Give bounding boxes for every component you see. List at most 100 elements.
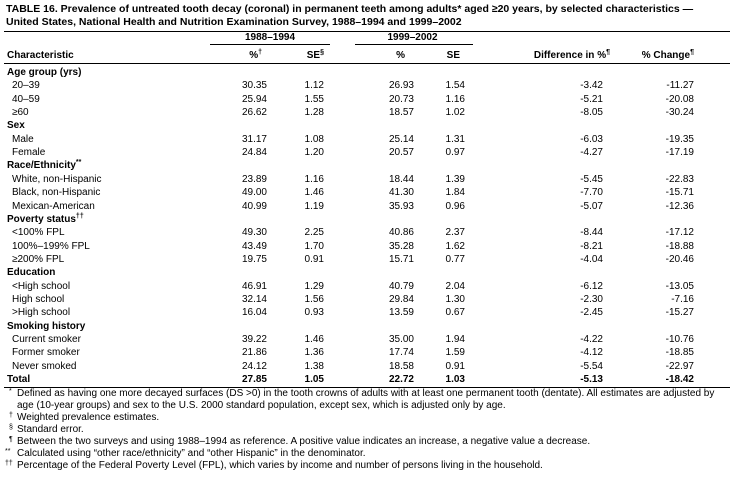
cell: 19.75: [241, 253, 267, 265]
cell: -20.08: [665, 93, 694, 105]
cell: 35.00: [388, 334, 414, 345]
cell: 2.04: [445, 280, 465, 292]
header-label: SE: [446, 50, 460, 61]
footnote-mark: **: [5, 448, 11, 456]
cell: -4.12: [580, 347, 603, 359]
cell: -2.45: [580, 307, 603, 319]
cell: -8.21: [580, 240, 603, 252]
row-label: Male: [12, 133, 34, 145]
column-header: SE§: [307, 49, 324, 62]
cell: 49.30: [241, 227, 267, 239]
cell: 46.91: [241, 280, 267, 292]
cell: 1.08: [304, 133, 324, 145]
footnote-mark: †: [258, 49, 262, 56]
cell: 18.57: [388, 107, 414, 119]
cell: -5.54: [580, 360, 603, 372]
group-name: Smoking history: [7, 320, 86, 332]
cell: 43.49: [241, 240, 267, 252]
cell: 1.02: [445, 107, 465, 119]
cell: -3.42: [580, 80, 603, 92]
cell: 18.44: [388, 173, 414, 185]
rule: [4, 386, 730, 388]
cell: 35.93: [388, 200, 414, 212]
cell: 0.91: [304, 253, 324, 265]
cell: 1.59: [445, 347, 465, 359]
cell: 25.14: [388, 133, 414, 145]
group-header: Age group (yrs): [7, 67, 81, 79]
column-header: %: [396, 50, 405, 62]
footnote-mark: **: [75, 159, 82, 167]
cell: -13.05: [665, 280, 694, 292]
cell: -6.03: [580, 133, 603, 145]
footnote-mark: ¶: [690, 49, 694, 56]
cell: 41.30: [388, 187, 414, 199]
cell: 1.03: [445, 374, 465, 386]
cell: 26.62: [241, 107, 267, 119]
cell: 1.30: [445, 293, 465, 305]
cell: 24.12: [241, 360, 267, 372]
header-label: Difference in %: [533, 50, 607, 61]
cell: 0.97: [445, 147, 465, 159]
footnote-mark: *: [9, 388, 12, 396]
cell: 0.96: [445, 200, 465, 212]
group-name: Education: [7, 267, 56, 279]
row-label: ≥200% FPL: [12, 253, 65, 265]
cell: 17.74: [388, 347, 414, 359]
cell: -5.07: [580, 200, 603, 212]
cell: 1.55: [304, 93, 324, 105]
column-header: % Change¶: [642, 49, 694, 62]
footnote-mark: §: [9, 424, 13, 432]
cell: -11.27: [666, 80, 694, 92]
cell: 26.93: [388, 80, 414, 92]
footnote: Weighted prevalence estimates.: [17, 412, 160, 424]
row-label: White, non-Hispanic: [12, 173, 102, 185]
cell: 0.91: [445, 360, 465, 372]
cell: -7.70: [580, 187, 603, 199]
cell: 23.89: [241, 173, 267, 185]
row-label: Female: [12, 147, 46, 159]
footnote: Between the two surveys and using 1988–1…: [17, 436, 591, 448]
row-label: <100% FPL: [12, 227, 65, 239]
cell: -30.24: [665, 107, 694, 119]
footnote: Percentage of the Federal Poverty Level …: [17, 460, 543, 472]
table-title: TABLE 16. Prevalence of untreated tooth …: [6, 3, 694, 28]
row-label: 40–59: [12, 93, 40, 105]
rule: [210, 44, 330, 45]
cell: 1.16: [304, 173, 324, 185]
cell: 40.99: [241, 200, 267, 212]
cell: -10.76: [665, 334, 694, 345]
row-label: ≥60: [12, 107, 29, 119]
row-label: Current smoker: [12, 334, 81, 345]
cell: 1.31: [445, 133, 465, 145]
cell: -5.21: [580, 93, 603, 105]
cell: 30.35: [241, 80, 267, 92]
cell: -8.44: [580, 227, 603, 239]
group-name: Poverty status: [7, 213, 76, 225]
cell: -18.88: [665, 240, 694, 252]
cell: 25.94: [241, 93, 267, 105]
column-header: SE: [447, 50, 460, 62]
footnote-mark: §: [320, 49, 324, 56]
cell: 1.16: [445, 93, 465, 105]
row-label: 20–39: [12, 80, 40, 92]
cell: 40.79: [388, 280, 414, 292]
cell: 1.62: [445, 240, 465, 252]
footnote: Standard error.: [17, 424, 84, 436]
cell: -19.35: [665, 133, 694, 145]
cell: 49.00: [241, 187, 267, 199]
cell: 29.84: [388, 293, 414, 305]
cell: 22.72: [388, 374, 414, 386]
cell: -6.12: [580, 280, 603, 292]
cell: 1.84: [445, 187, 465, 199]
cell: -4.27: [580, 147, 603, 159]
footnote-mark: ††: [5, 460, 13, 468]
column-header: Characteristic: [7, 50, 74, 61]
cell: 35.28: [388, 240, 414, 252]
cell: 1.05: [304, 374, 324, 386]
cell: -17.19: [665, 147, 694, 159]
cell: -4.22: [580, 334, 603, 345]
cell: 1.94: [445, 334, 465, 345]
row-label: Never smoked: [12, 360, 77, 372]
cell: -22.83: [665, 173, 694, 185]
cell: -18.42: [665, 374, 694, 386]
